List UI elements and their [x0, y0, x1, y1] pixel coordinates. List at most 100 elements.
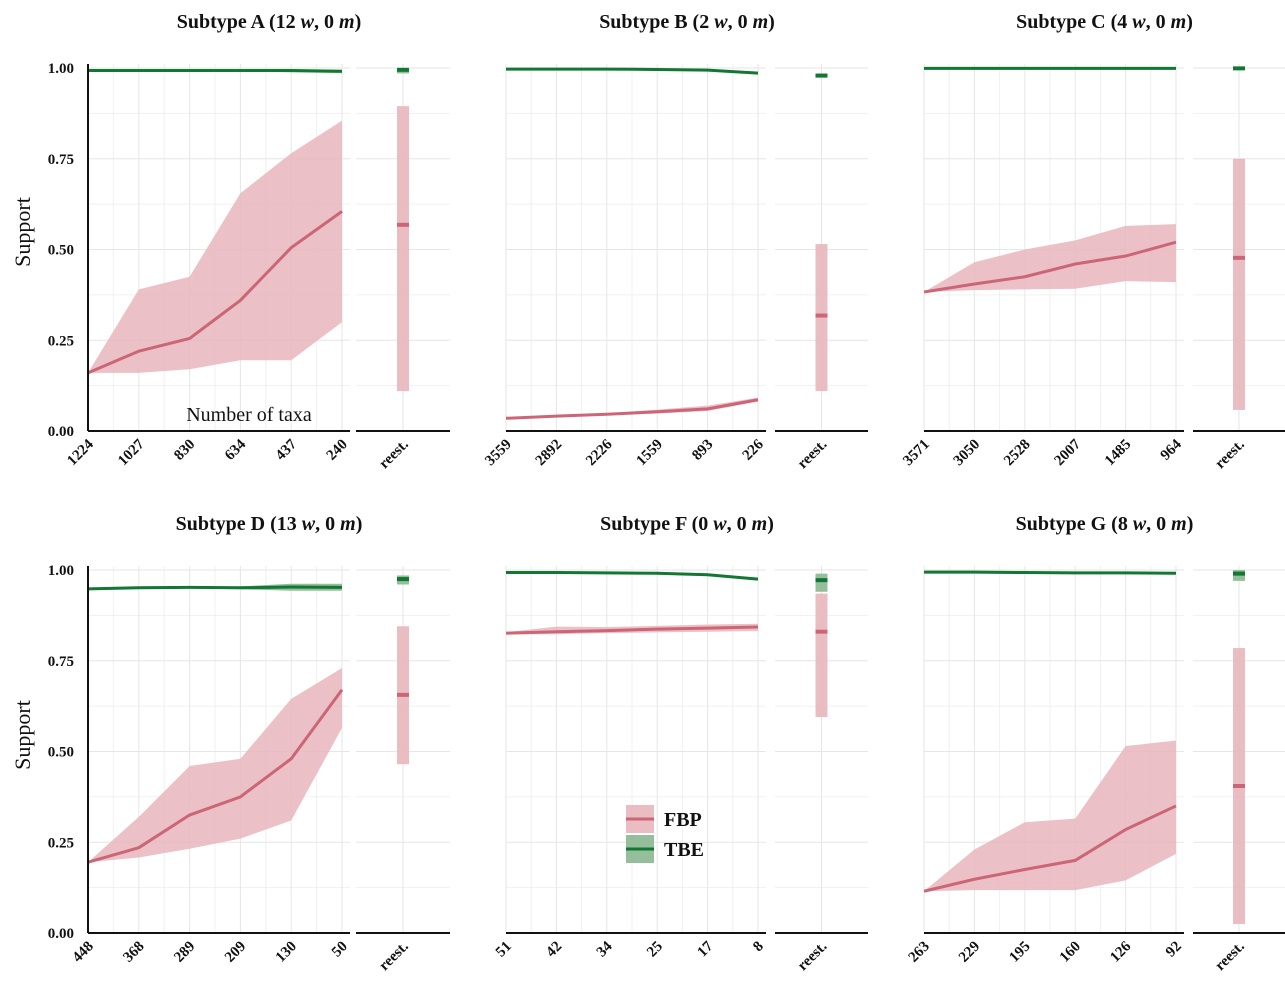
reest-band-fbp: [397, 106, 409, 392]
reest-tick-label: reest.: [1212, 436, 1248, 472]
reest-tick-label: reest.: [1212, 938, 1248, 974]
title-part-pre: Subtype C (4: [1016, 11, 1132, 33]
x-tick-label: 448: [70, 939, 97, 966]
y-tick-label: 0.50: [48, 243, 74, 259]
title-part-w: w: [302, 513, 316, 535]
x-tick-label: 8: [750, 939, 767, 956]
series-line-fbp: [87, 210, 343, 375]
title-part-post: ): [1186, 11, 1193, 33]
x-tick-label: 2892: [533, 437, 566, 470]
x-tick-label: 229: [956, 939, 983, 966]
x-tick-label: 1559: [634, 437, 667, 470]
y-axis-label-bottom: Support: [10, 700, 35, 770]
x-tick-label: 3571: [900, 437, 933, 470]
title-part-post: ): [1187, 513, 1194, 535]
x-tick-label: 3050: [951, 437, 984, 470]
panel-5: Subtype G (8 w, 0 m) 263 229 195 160 126 92 ree…: [906, 513, 1285, 974]
panel-title: Subtype G (8 w, 0 m): [1016, 513, 1194, 535]
x-tick-label: 160: [1057, 939, 1084, 966]
band-fbp: [88, 120, 342, 373]
x-tick-label: 830: [171, 437, 198, 464]
y-tick-label: 0.00: [48, 424, 74, 440]
x-tick-label: 226: [740, 436, 768, 464]
x-tick-label: 368: [120, 939, 147, 966]
series-line-fbp: [87, 688, 344, 864]
y-tick-label: 0.75: [48, 152, 74, 168]
reest-tick-label: reest.: [376, 938, 412, 974]
series-line-fbp: [923, 240, 1177, 294]
y-tick-label: 0.25: [48, 333, 74, 349]
title-part-pre: Subtype B (2: [599, 11, 714, 33]
y-tick-label: 0.50: [48, 745, 74, 761]
panel-3: Subtype D (13 w, 0 m) 0.00 0.25 0.50 0.75 1.0…: [48, 513, 450, 974]
title-part-w: w: [1132, 11, 1146, 33]
reest-tick-label: reest.: [795, 938, 831, 974]
x-tick-label: 240: [324, 437, 351, 464]
title-part-m: m: [1171, 11, 1187, 33]
band-fbp: [924, 740, 1176, 892]
x-tick-label: 1027: [115, 436, 148, 469]
title-part-w: w: [1133, 513, 1147, 535]
title-part-m: m: [1171, 513, 1187, 535]
band-fbp: [88, 668, 342, 863]
x-tick-label: 42: [543, 939, 565, 961]
title-part-pre: Subtype F (0: [600, 513, 713, 535]
reest-tick-label: reest.: [795, 436, 831, 472]
title-part-pre: Subtype A (12: [177, 11, 301, 33]
y-tick-label: 0.25: [48, 835, 74, 851]
panel-title: Subtype A (12 w, 0 m): [177, 11, 362, 33]
panel-title: Subtype D (13 w, 0 m): [176, 513, 363, 535]
reest-tick-label: reest.: [376, 436, 412, 472]
title-part-post: ): [767, 513, 774, 535]
legend: FBP TBE: [626, 805, 704, 863]
panel-4: Subtype F (0 w, 0 m) 51 42 34 25 17 8 reest.: [493, 513, 868, 974]
series-line-fbp: [505, 398, 759, 420]
x-tick-label: 2226: [583, 436, 616, 469]
panel-title: Subtype C (4 w, 0 m): [1016, 11, 1193, 33]
title-part-m: m: [753, 11, 769, 33]
x-tick-label: 3559: [482, 437, 515, 470]
x-tick-label: 92: [1163, 939, 1185, 961]
x-tick-label: 209: [222, 939, 249, 966]
title-part-mid: , 0: [728, 11, 753, 33]
x-tick-label: 126: [1107, 938, 1135, 966]
x-tick-label: 51: [493, 939, 515, 961]
x-tick-label: 195: [1006, 939, 1033, 966]
legend-label-fbp: FBP: [664, 809, 702, 831]
reest-band-tbe: [815, 573, 828, 592]
x-tick-label: 964: [1158, 436, 1186, 464]
x-tick-label: 2528: [1001, 437, 1034, 470]
x-tick-label: 2007: [1052, 436, 1085, 469]
x-tick-label: 25: [644, 939, 666, 961]
title-part-m: m: [339, 11, 355, 33]
band-fbp: [924, 224, 1176, 292]
x-tick-label: 289: [171, 939, 198, 966]
panel-1: Subtype B (2 w, 0 m) 3559 2892 2226 1559 893 2…: [482, 11, 868, 472]
y-tick-label: 0.00: [48, 926, 74, 942]
series-line-tbe: [506, 571, 759, 581]
title-part-w: w: [301, 11, 315, 33]
title-part-pre: Subtype G (8: [1016, 513, 1133, 535]
panel-2: Subtype C (4 w, 0 m) 3571 3050 2528 2007 1485…: [900, 11, 1285, 472]
title-part-m: m: [752, 513, 768, 535]
x-tick-label: 263: [906, 939, 933, 966]
x-axis-label: Number of taxa: [186, 404, 312, 426]
y-axis-label-top: Support: [10, 197, 35, 267]
x-tick-label: 50: [329, 939, 351, 961]
y-tick-label: 1.00: [48, 61, 74, 77]
series-line-tbe: [88, 69, 343, 73]
title-part-post: ): [768, 11, 775, 33]
title-part-m: m: [340, 513, 356, 535]
reest-band-fbp: [815, 593, 828, 718]
panel-0: Subtype A (12 w, 0 m) 0.00 0.25 0.50 0.75 1.0…: [48, 11, 450, 472]
y-tick-label: 1.00: [48, 563, 74, 579]
title-part-post: ): [355, 11, 362, 33]
panel-title: Subtype F (0 w, 0 m): [600, 513, 774, 535]
series-line-fbp: [923, 804, 1177, 893]
x-tick-label: 437: [273, 436, 301, 464]
title-part-w: w: [713, 513, 727, 535]
title-part-w: w: [714, 11, 728, 33]
series-line-tbe: [506, 67, 759, 75]
y-tick-label: 0.75: [48, 654, 74, 670]
